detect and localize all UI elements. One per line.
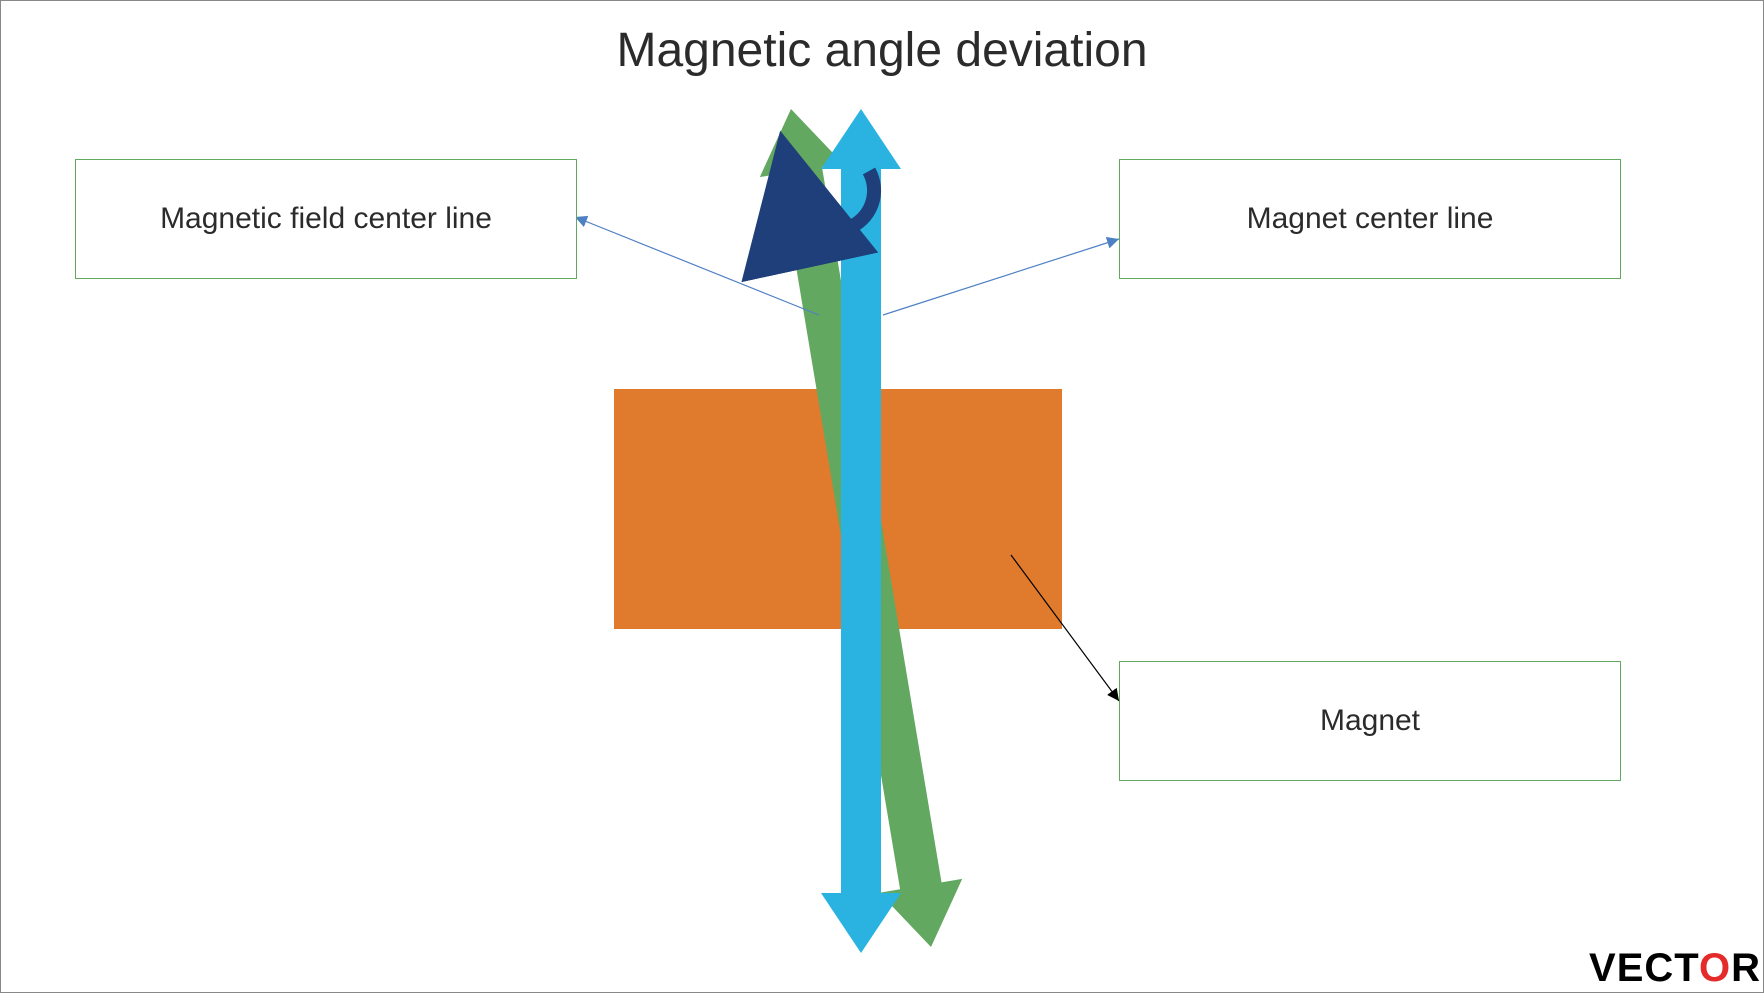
pointer-magnet-center — [883, 239, 1119, 315]
diagram-svg — [1, 1, 1764, 993]
label-magnet-center-line: Magnet center line — [1119, 159, 1621, 279]
label-text: Magnet center line — [1247, 202, 1494, 236]
diagram-canvas: Magnetic angle deviation Magnetic fiel — [0, 0, 1764, 993]
label-text: Magnetic field center line — [160, 202, 492, 236]
label-magnetic-field-center-line: Magnetic field center line — [75, 159, 577, 279]
brand-logo: VECTOR — [1589, 948, 1761, 988]
label-text: Magnet — [1320, 704, 1420, 738]
label-magnet: Magnet — [1119, 661, 1621, 781]
pointer-magnetic-field-center — [575, 217, 819, 315]
